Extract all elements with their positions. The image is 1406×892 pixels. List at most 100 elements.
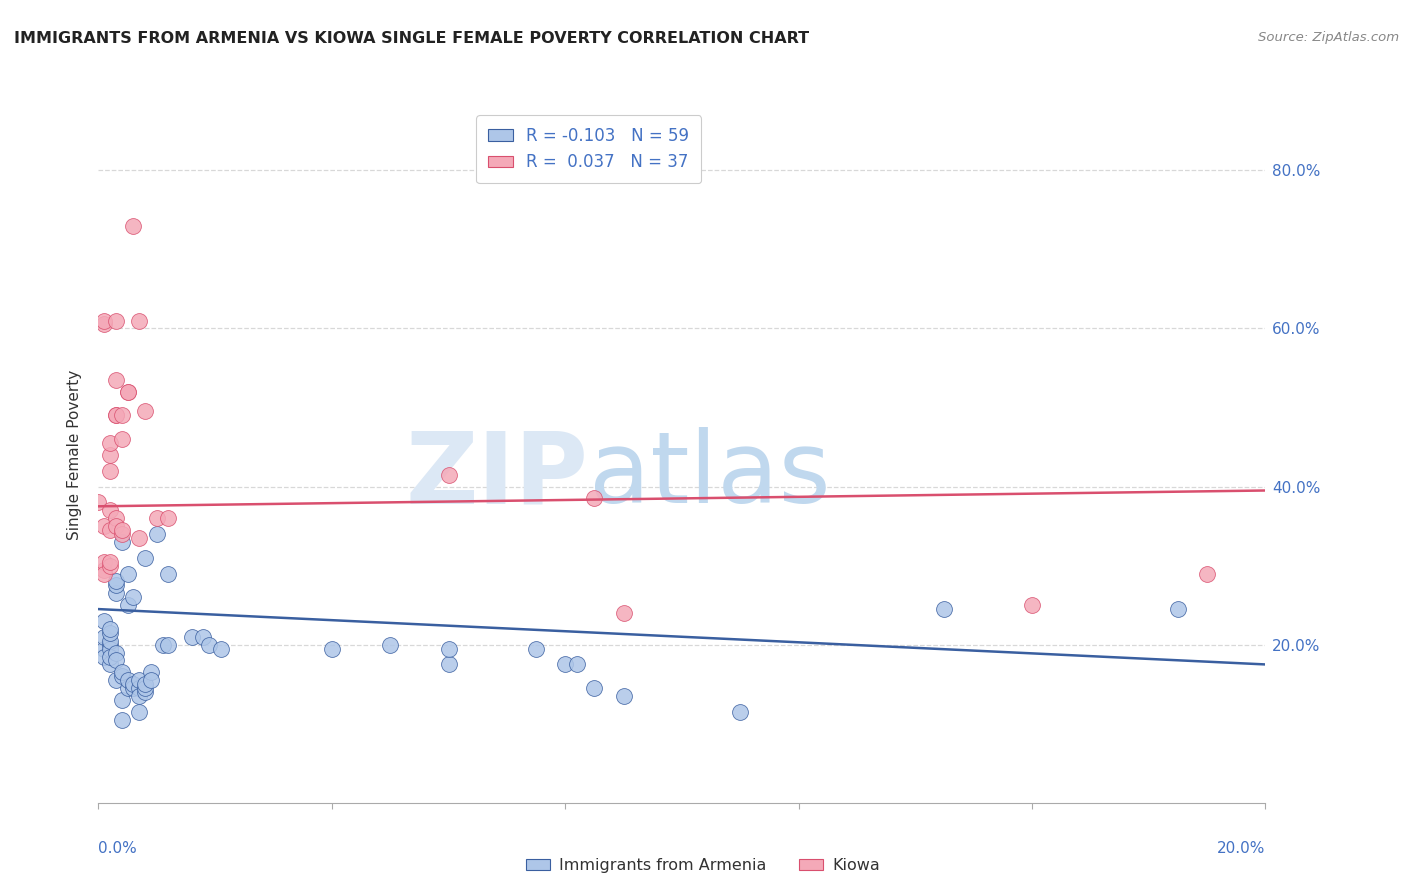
Point bbox=[93, 313, 115, 327]
Point bbox=[104, 409, 127, 423]
Point bbox=[98, 558, 121, 573]
Point bbox=[111, 669, 134, 683]
Point bbox=[111, 693, 134, 707]
Point bbox=[209, 641, 232, 656]
Point bbox=[104, 373, 127, 387]
Point bbox=[146, 527, 169, 541]
Point bbox=[93, 641, 115, 656]
Text: 0.0%: 0.0% bbox=[98, 841, 138, 856]
Point bbox=[437, 657, 460, 672]
Point bbox=[104, 574, 127, 589]
Point bbox=[98, 523, 121, 537]
Point bbox=[554, 657, 576, 672]
Point bbox=[98, 622, 121, 636]
Point bbox=[93, 614, 115, 628]
Point bbox=[128, 681, 150, 695]
Point bbox=[117, 384, 139, 399]
Point bbox=[98, 638, 121, 652]
Point bbox=[1021, 598, 1043, 612]
Point bbox=[524, 641, 547, 656]
Point bbox=[98, 555, 121, 569]
Point bbox=[93, 649, 115, 664]
Point bbox=[1195, 566, 1218, 581]
Point bbox=[104, 653, 127, 667]
Point bbox=[134, 550, 156, 565]
Point bbox=[93, 318, 115, 332]
Point bbox=[104, 409, 127, 423]
Point bbox=[104, 313, 127, 327]
Point bbox=[98, 436, 121, 450]
Point bbox=[111, 409, 134, 423]
Point bbox=[157, 511, 180, 525]
Point bbox=[193, 630, 215, 644]
Point bbox=[111, 534, 134, 549]
Point bbox=[128, 313, 150, 327]
Point bbox=[93, 555, 115, 569]
Point bbox=[111, 527, 134, 541]
Point bbox=[111, 713, 134, 727]
Point bbox=[134, 404, 156, 418]
Text: 20.0%: 20.0% bbox=[1218, 841, 1265, 856]
Point bbox=[437, 641, 460, 656]
Text: atlas: atlas bbox=[589, 427, 830, 524]
Point bbox=[128, 705, 150, 719]
Point bbox=[128, 689, 150, 703]
Point bbox=[104, 578, 127, 592]
Point bbox=[98, 503, 121, 517]
Point bbox=[117, 566, 139, 581]
Point bbox=[612, 606, 634, 620]
Point bbox=[104, 646, 127, 660]
Point bbox=[98, 625, 121, 640]
Point bbox=[583, 491, 606, 506]
Point bbox=[157, 638, 180, 652]
Point bbox=[1167, 602, 1189, 616]
Point bbox=[139, 673, 162, 688]
Point bbox=[87, 495, 110, 509]
Point bbox=[104, 511, 127, 525]
Point bbox=[728, 705, 751, 719]
Point bbox=[198, 638, 221, 652]
Point bbox=[117, 673, 139, 688]
Point bbox=[98, 649, 121, 664]
Point bbox=[321, 641, 343, 656]
Point bbox=[98, 657, 121, 672]
Point bbox=[565, 657, 588, 672]
Point bbox=[583, 681, 606, 695]
Point bbox=[146, 511, 169, 525]
Point bbox=[180, 630, 202, 644]
Point bbox=[134, 681, 156, 695]
Point bbox=[104, 586, 127, 600]
Point bbox=[104, 519, 127, 533]
Point bbox=[117, 681, 139, 695]
Point bbox=[378, 638, 402, 652]
Point bbox=[111, 665, 134, 680]
Point bbox=[93, 563, 115, 577]
Point bbox=[437, 467, 460, 482]
Point bbox=[128, 673, 150, 688]
Legend: Immigrants from Armenia, Kiowa: Immigrants from Armenia, Kiowa bbox=[520, 852, 886, 880]
Point bbox=[93, 630, 115, 644]
Point bbox=[134, 685, 156, 699]
Point bbox=[111, 523, 134, 537]
Point bbox=[93, 519, 115, 533]
Point bbox=[612, 689, 634, 703]
Point bbox=[128, 531, 150, 545]
Point bbox=[134, 677, 156, 691]
Point bbox=[104, 673, 127, 688]
Text: ZIP: ZIP bbox=[406, 427, 589, 524]
Text: IMMIGRANTS FROM ARMENIA VS KIOWA SINGLE FEMALE POVERTY CORRELATION CHART: IMMIGRANTS FROM ARMENIA VS KIOWA SINGLE … bbox=[14, 31, 810, 46]
Point bbox=[93, 566, 115, 581]
Point bbox=[98, 448, 121, 462]
Point bbox=[122, 677, 145, 691]
Point bbox=[934, 602, 956, 616]
Text: Source: ZipAtlas.com: Source: ZipAtlas.com bbox=[1258, 31, 1399, 45]
Point bbox=[111, 432, 134, 446]
Y-axis label: Single Female Poverty: Single Female Poverty bbox=[67, 370, 83, 540]
Legend: R = -0.103   N = 59, R =  0.037   N = 37: R = -0.103 N = 59, R = 0.037 N = 37 bbox=[477, 115, 700, 183]
Point bbox=[117, 384, 139, 399]
Point bbox=[98, 633, 121, 648]
Point bbox=[122, 591, 145, 605]
Point bbox=[122, 219, 145, 233]
Point bbox=[152, 638, 174, 652]
Point bbox=[157, 566, 180, 581]
